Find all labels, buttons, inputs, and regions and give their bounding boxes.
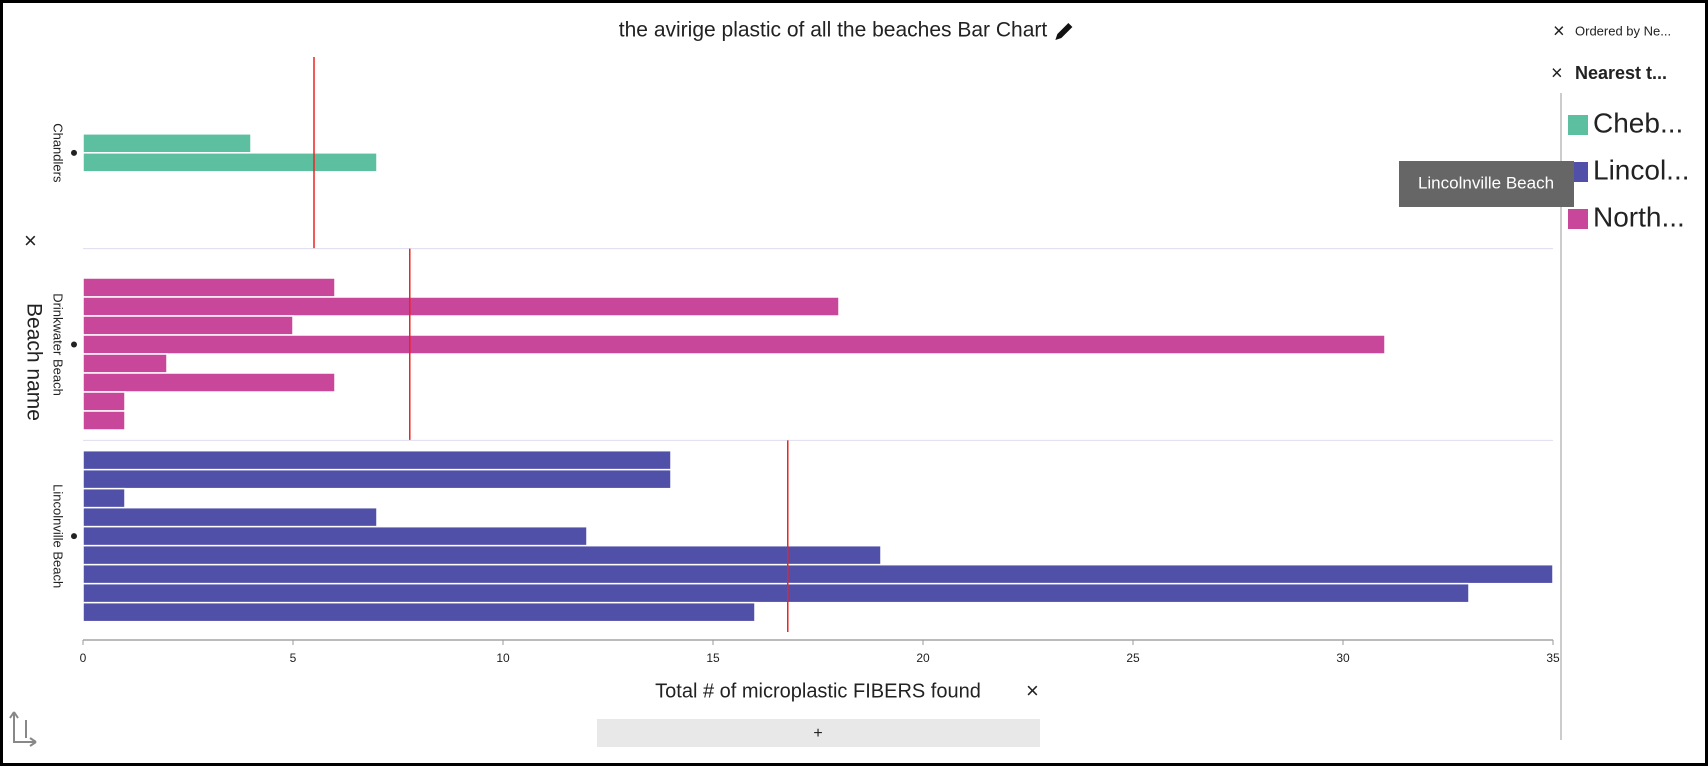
edit-icon[interactable] xyxy=(1055,23,1073,40)
legend-label: Cheb... xyxy=(1593,107,1683,138)
plot: Chandlers Drinkwater Beach Lincolnville Be… xyxy=(51,57,1560,665)
remove-icon[interactable]: × xyxy=(1026,678,1039,703)
bar xyxy=(82,601,756,623)
bar xyxy=(82,525,588,547)
legend-label: North... xyxy=(1593,201,1685,232)
group-label: Lincolnville Beach xyxy=(51,484,66,588)
tooltip-box xyxy=(1399,161,1574,207)
bar xyxy=(82,544,882,566)
group-label: Drinkwater Beach xyxy=(51,293,66,396)
x-tick-label: 35 xyxy=(1546,651,1560,665)
group-dot xyxy=(71,533,77,540)
remove-icon[interactable]: × xyxy=(24,228,37,253)
bar xyxy=(82,410,126,431)
group-label: Chandlers xyxy=(51,123,66,183)
y-axis-label[interactable]: Beach name xyxy=(22,303,45,421)
x-tick-label: 30 xyxy=(1336,651,1350,665)
group-dot xyxy=(71,149,77,156)
ordered-by: Ordered by Ne... xyxy=(1575,23,1671,38)
bar xyxy=(82,353,168,374)
bar xyxy=(82,372,336,393)
legend-swatch xyxy=(1568,209,1588,229)
group-dot xyxy=(71,341,77,348)
legend-swatch xyxy=(1568,115,1588,135)
add-attribute-bar[interactable] xyxy=(597,719,1040,747)
x-tick-label: 0 xyxy=(80,651,87,665)
bar xyxy=(82,152,378,173)
axis-swap-icon[interactable] xyxy=(9,711,37,747)
x-tick-label: 5 xyxy=(290,651,297,665)
tooltip-text: Lincolnville Beach xyxy=(1418,173,1554,192)
x-tick-label: 20 xyxy=(916,651,930,665)
bar xyxy=(82,277,336,298)
bar xyxy=(82,563,1554,585)
bar xyxy=(82,468,672,490)
bar xyxy=(82,391,126,412)
x-tick-label: 15 xyxy=(706,651,720,665)
legend-label: Lincol... xyxy=(1593,154,1690,185)
x-tick-label: 25 xyxy=(1126,651,1140,665)
bar xyxy=(82,296,840,317)
remove-icon[interactable]: × xyxy=(1551,62,1563,84)
tooltip: Lincolnville Beach xyxy=(1399,161,1574,207)
bar xyxy=(82,334,1386,355)
x-tick-label: 10 xyxy=(496,651,510,665)
bar xyxy=(82,315,294,336)
bar xyxy=(82,582,1470,604)
add-icon[interactable]: + xyxy=(813,725,822,742)
legend-attribute: Nearest t... xyxy=(1575,63,1667,83)
bar xyxy=(82,506,378,528)
bar xyxy=(82,133,252,154)
chart-title[interactable]: the avirige plastic of all the beaches B… xyxy=(619,19,1048,42)
x-axis-label[interactable]: Total # of microplastic FIBERS found xyxy=(655,680,981,702)
bar xyxy=(82,487,126,509)
bar xyxy=(82,449,672,471)
remove-icon[interactable]: × xyxy=(1553,20,1565,42)
